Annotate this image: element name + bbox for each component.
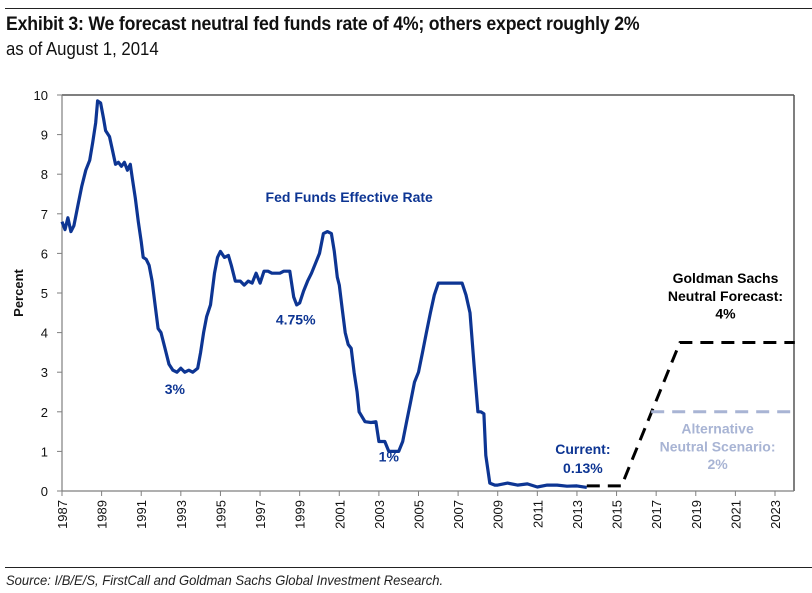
y-tick-label: 6 — [41, 246, 48, 261]
top-rule — [5, 8, 812, 9]
x-tick-label: 2015 — [610, 500, 625, 529]
x-tick-label: 1997 — [253, 500, 268, 529]
x-tick-label: 2017 — [649, 500, 664, 529]
annotation-label: Alternative — [681, 421, 754, 437]
y-tick-label: 9 — [41, 128, 48, 143]
x-tick-label: 1993 — [174, 500, 189, 529]
x-tick-label: 2009 — [491, 500, 506, 529]
x-tick-label: 2003 — [372, 500, 387, 529]
annotation-label: Neutral Scenario: — [660, 438, 776, 454]
x-tick-label: 1995 — [213, 500, 228, 529]
y-tick-label: 7 — [41, 207, 48, 222]
annotation-label: Current: — [555, 441, 610, 457]
x-tick-label: 2005 — [412, 500, 427, 529]
x-tick-label: 1991 — [134, 500, 149, 529]
exhibit-subtitle: as of August 1, 2014 — [6, 39, 159, 59]
x-tick-label: 2001 — [332, 500, 347, 529]
x-tick-label: 1999 — [293, 500, 308, 529]
x-tick-label: 2019 — [689, 500, 704, 529]
y-tick-label: 8 — [41, 167, 48, 182]
y-tick-label: 4 — [41, 326, 48, 341]
y-tick-label: 5 — [41, 286, 48, 301]
goldman-neutral-forecast-line — [586, 341, 795, 488]
annotation-label: Neutral Forecast: — [668, 288, 783, 304]
x-tick-label: 2023 — [768, 500, 783, 529]
bottom-rule — [5, 567, 812, 568]
x-tick-label: 1989 — [95, 500, 110, 529]
y-tick-label: 2 — [41, 405, 48, 420]
x-tick-label: 2013 — [570, 500, 585, 529]
annotation-label: Goldman Sachs — [673, 270, 779, 286]
x-tick-label: 2021 — [728, 500, 743, 529]
annotation-label: 3% — [165, 381, 186, 397]
y-tick-label: 3 — [41, 365, 48, 380]
y-tick-label: 0 — [41, 484, 48, 499]
annotation-label: 4% — [715, 306, 736, 322]
source-note: Source: I/B/E/S, FirstCall and Goldman S… — [6, 572, 444, 588]
x-tick-label: 1987 — [55, 500, 70, 529]
x-tick-label: 2011 — [530, 500, 545, 528]
annotation-label: 2% — [707, 456, 728, 472]
y-tick-label: 10 — [34, 88, 48, 103]
annotation-label: 1% — [379, 448, 400, 464]
annotation-label: 0.13% — [563, 460, 603, 476]
y-axis-label: Percent — [11, 268, 26, 316]
exhibit-title: Exhibit 3: We forecast neutral fed funds… — [6, 14, 640, 35]
y-tick-label: 1 — [41, 444, 48, 459]
x-tick-label: 2007 — [451, 500, 466, 529]
annotation-label: 4.75% — [276, 312, 316, 328]
fed-funds-effective-rate-line — [60, 99, 588, 489]
annotation-label: Fed Funds Effective Rate — [266, 189, 433, 205]
